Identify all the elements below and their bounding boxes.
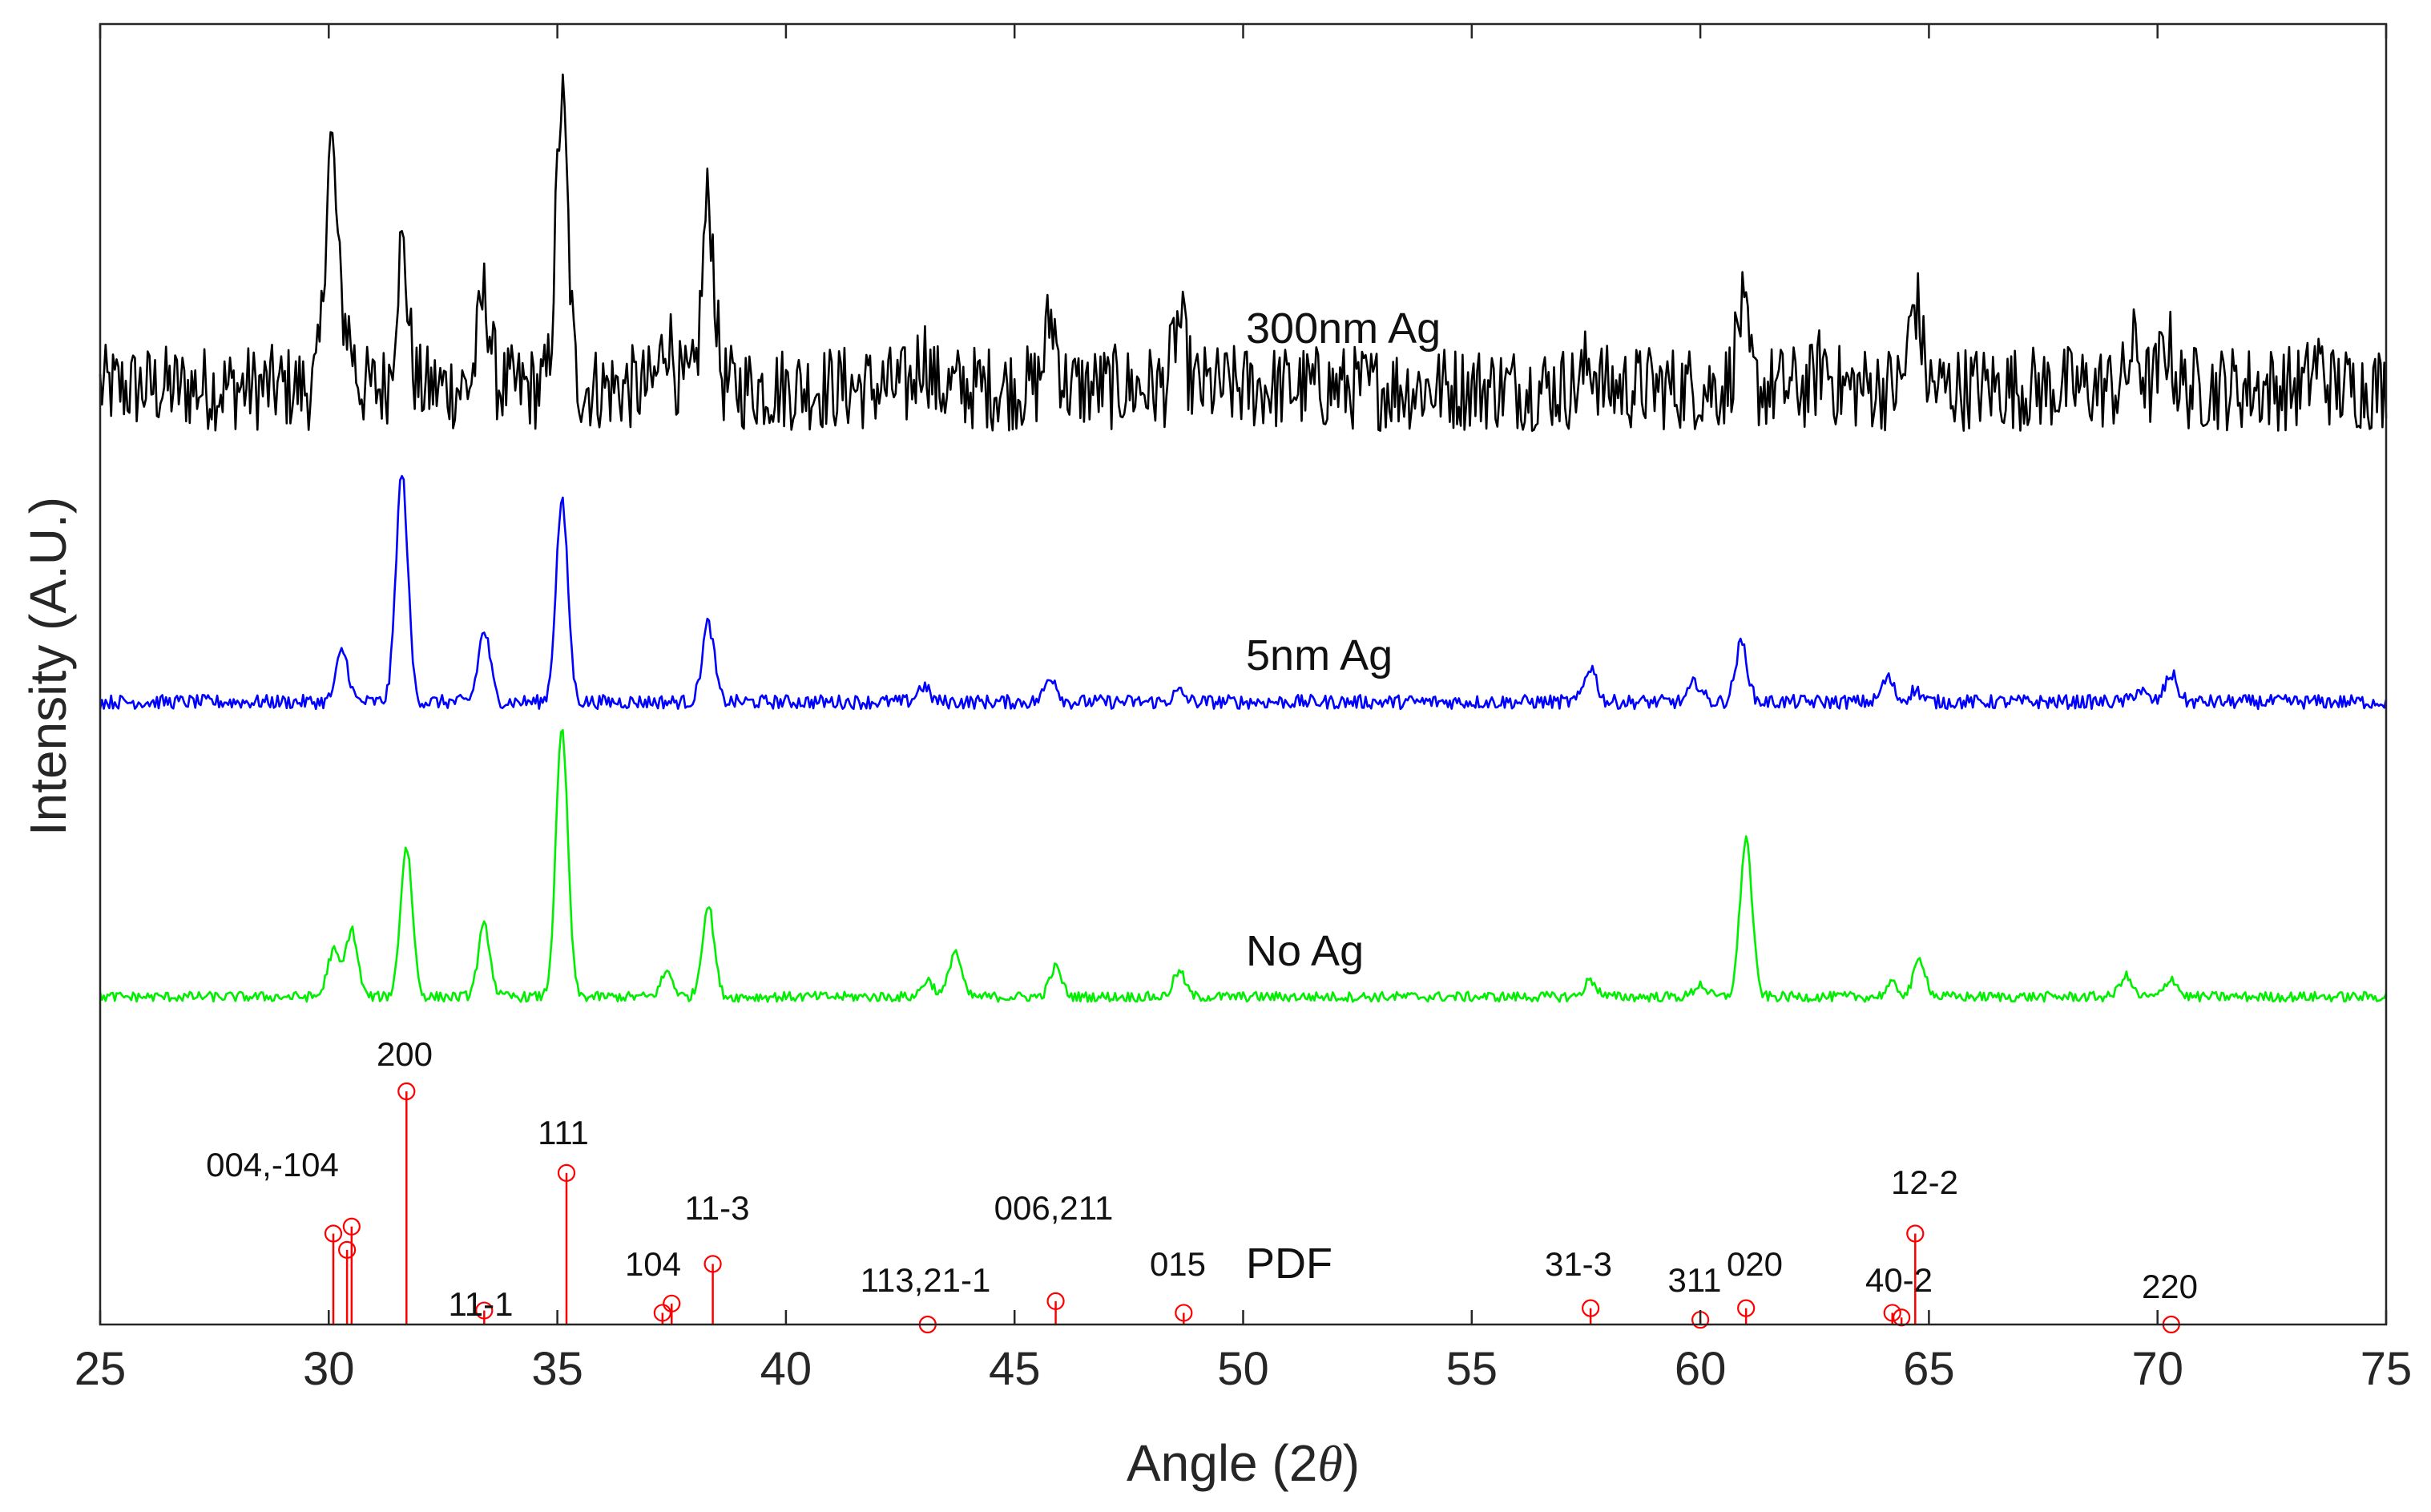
pdf-stems <box>324 1082 2180 1334</box>
marker-pdf-64.2 <box>1883 1304 1901 1322</box>
x-tick-label-65: 65 <box>1903 1343 1955 1395</box>
marker-pdf-35.2 <box>557 1163 576 1182</box>
marker-pdf-33.4 <box>475 1301 494 1320</box>
marker-pdf-37.3 <box>653 1304 671 1322</box>
marker-pdf-61 <box>1737 1299 1756 1317</box>
peak-label-020: 020 <box>1727 1245 1783 1283</box>
x-axis-title: Angle (2θ) <box>1127 1434 1360 1492</box>
marker-pdf-48.7 <box>1175 1304 1193 1322</box>
peak-label-006-211: 006,211 <box>994 1189 1114 1227</box>
peak-label-31-3: 31-3 <box>1545 1245 1612 1283</box>
marker-pdf-57.6 <box>1582 1299 1600 1317</box>
marker-pdf-30.1 <box>324 1224 343 1243</box>
marker-pdf-30.4 <box>338 1240 357 1259</box>
peak-label-113-21-1: 113,21-1 <box>861 1261 991 1299</box>
x-tick-label-70: 70 <box>2131 1343 2183 1395</box>
x-tick-label-30: 30 <box>303 1343 355 1395</box>
y-axis-title: Intensity (A.U.) <box>19 497 77 836</box>
series-line-no-ag <box>99 728 2388 1003</box>
marker-pdf-31.7 <box>397 1082 416 1101</box>
marker-pdf-38.4 <box>703 1255 722 1273</box>
x-axis-title-close: ) <box>1343 1434 1360 1492</box>
x-axis-title-symbol: θ <box>1317 1435 1342 1492</box>
peak-label-104: 104 <box>625 1245 681 1283</box>
peak-label-111: 111 <box>538 1114 589 1151</box>
marker-pdf-64.4 <box>1893 1308 1911 1327</box>
x-tick-label-60: 60 <box>1675 1343 1727 1395</box>
peak-label-311: 311 <box>1668 1261 1722 1299</box>
x-tick-label-40: 40 <box>760 1343 812 1395</box>
series-label-pdf: PDF <box>1246 1240 1332 1288</box>
marker-pdf-37.5 <box>663 1294 681 1312</box>
annotations: 300nm Ag 5nm Ag No Ag 004,-104 200 11-1 111 104… <box>206 304 2198 1323</box>
marker-pdf-64.7 <box>1906 1224 1925 1243</box>
series-line-5nm-ag <box>99 474 2388 711</box>
series-label-300nm-ag: 300nm Ag <box>1246 304 1441 353</box>
peak-label-200: 200 <box>377 1035 433 1073</box>
series-line-300nm-ag <box>99 73 2388 433</box>
x-axis-title-text: Angle (2 <box>1127 1434 1317 1492</box>
series-label-no-ag: No Ag <box>1246 927 1364 975</box>
marker-pdf-45.9 <box>1046 1292 1065 1311</box>
x-tick-label-35: 35 <box>531 1343 583 1395</box>
x-tick-label-55: 55 <box>1446 1343 1498 1395</box>
marker-pdf-30.5 <box>342 1217 361 1236</box>
peak-label-11-1: 11-1 <box>449 1285 514 1323</box>
peak-label-12-2: 12-2 <box>1891 1163 1958 1201</box>
x-tick-label-25: 25 <box>75 1343 127 1395</box>
x-tick-label-50: 50 <box>1217 1343 1269 1395</box>
peak-label-004-104: 004,-104 <box>206 1146 339 1183</box>
series-label-5nm-ag: 5nm Ag <box>1246 631 1393 679</box>
x-tick-label-45: 45 <box>989 1343 1041 1395</box>
peak-label-015: 015 <box>1150 1245 1206 1283</box>
x-ticks: 25 30 35 40 45 50 55 60 65 70 75 <box>75 24 2413 1395</box>
x-tick-label-75: 75 <box>2360 1343 2413 1395</box>
series-layer <box>99 73 2388 1003</box>
peak-label-220: 220 <box>2142 1268 2198 1305</box>
peak-label-40-2: 40-2 <box>1865 1261 1933 1299</box>
peak-label-11-3: 11-3 <box>685 1189 750 1227</box>
